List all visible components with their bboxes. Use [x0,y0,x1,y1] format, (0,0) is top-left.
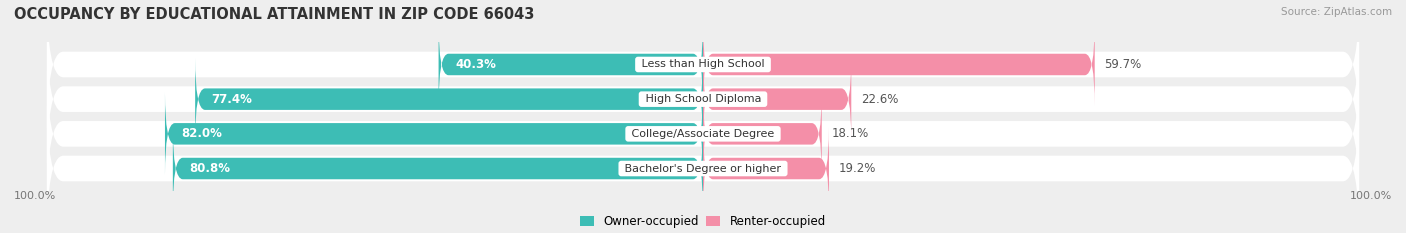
Text: Bachelor's Degree or higher: Bachelor's Degree or higher [621,164,785,174]
Text: 82.0%: 82.0% [181,127,222,140]
Text: High School Diploma: High School Diploma [641,94,765,104]
Text: 100.0%: 100.0% [14,191,56,201]
FancyBboxPatch shape [46,0,1360,138]
Text: 80.8%: 80.8% [190,162,231,175]
Text: 18.1%: 18.1% [831,127,869,140]
Text: Source: ZipAtlas.com: Source: ZipAtlas.com [1281,7,1392,17]
FancyBboxPatch shape [173,127,703,210]
FancyBboxPatch shape [703,93,821,175]
Text: 77.4%: 77.4% [211,93,253,106]
FancyBboxPatch shape [165,93,703,175]
FancyBboxPatch shape [703,23,1095,106]
Text: 19.2%: 19.2% [839,162,876,175]
FancyBboxPatch shape [46,95,1360,233]
FancyBboxPatch shape [703,58,851,140]
FancyBboxPatch shape [703,127,830,210]
FancyBboxPatch shape [46,60,1360,208]
Text: 40.3%: 40.3% [456,58,496,71]
Text: 59.7%: 59.7% [1105,58,1142,71]
Text: College/Associate Degree: College/Associate Degree [628,129,778,139]
FancyBboxPatch shape [195,58,703,140]
Text: Less than High School: Less than High School [638,59,768,69]
Legend: Owner-occupied, Renter-occupied: Owner-occupied, Renter-occupied [575,210,831,233]
Text: 100.0%: 100.0% [1350,191,1392,201]
Text: 22.6%: 22.6% [860,93,898,106]
FancyBboxPatch shape [46,25,1360,173]
Text: OCCUPANCY BY EDUCATIONAL ATTAINMENT IN ZIP CODE 66043: OCCUPANCY BY EDUCATIONAL ATTAINMENT IN Z… [14,7,534,22]
FancyBboxPatch shape [439,23,703,106]
